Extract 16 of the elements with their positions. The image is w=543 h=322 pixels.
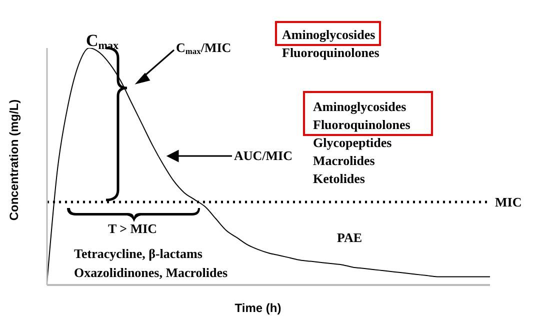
annotation: Oxazolidinones, Macrolides xyxy=(74,265,228,280)
text: Aminoglycosides xyxy=(282,27,376,42)
y-axis-title: Concentration (mg/L) xyxy=(7,99,21,221)
annotation: Fluoroquinolones xyxy=(282,45,380,60)
annotation: PAE xyxy=(337,230,362,245)
annotation: Aminoglycosides xyxy=(313,99,406,114)
x-axis-title: Time (h) xyxy=(234,301,282,315)
annotation: AUC/MIC xyxy=(234,148,292,163)
annotation: Macrolides xyxy=(313,153,375,168)
annotation: C$_{max}$/MIC xyxy=(176,40,232,56)
annotation: Ketolides xyxy=(313,171,365,186)
annotation: Glycopeptides xyxy=(313,135,392,150)
ref-line-label: MIC xyxy=(495,194,522,210)
annotation: Fluoroquinolones xyxy=(313,117,410,132)
annotation: Tetracycline, β-lactams xyxy=(74,246,202,261)
annotation: T > MIC xyxy=(108,221,158,236)
